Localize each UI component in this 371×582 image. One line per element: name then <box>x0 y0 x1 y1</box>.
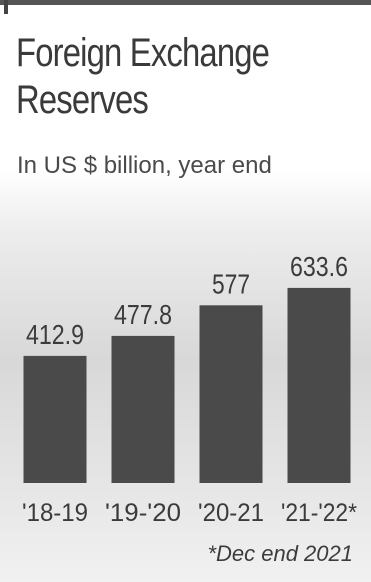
top-rule <box>0 0 371 5</box>
bar-0 <box>23 355 87 483</box>
value-label-0: 412.9 <box>26 319 84 350</box>
bar-1 <box>111 335 175 483</box>
chart-title-line-2: Reserves <box>16 78 149 122</box>
chart-title: Foreign Exchange Reserves <box>16 30 295 124</box>
chart-subtitle: In US $ billion, year end <box>17 152 272 179</box>
bar-2 <box>199 305 263 483</box>
category-label-2: '20-21 <box>198 499 264 527</box>
value-label-1: 477.8 <box>114 299 172 330</box>
category-label-1: '19-'20 <box>105 499 181 527</box>
value-label-3: 633.6 <box>290 251 348 282</box>
corner-mark <box>4 0 8 14</box>
value-label-2: 577 <box>212 268 250 299</box>
chart-title-line-1: Foreign Exchange <box>16 31 270 75</box>
category-label-3: '21-'22* <box>281 499 357 527</box>
bar-3 <box>287 287 351 483</box>
footnote: *Dec end 2021 <box>207 541 353 566</box>
category-label-0: '18-19 <box>22 499 88 527</box>
